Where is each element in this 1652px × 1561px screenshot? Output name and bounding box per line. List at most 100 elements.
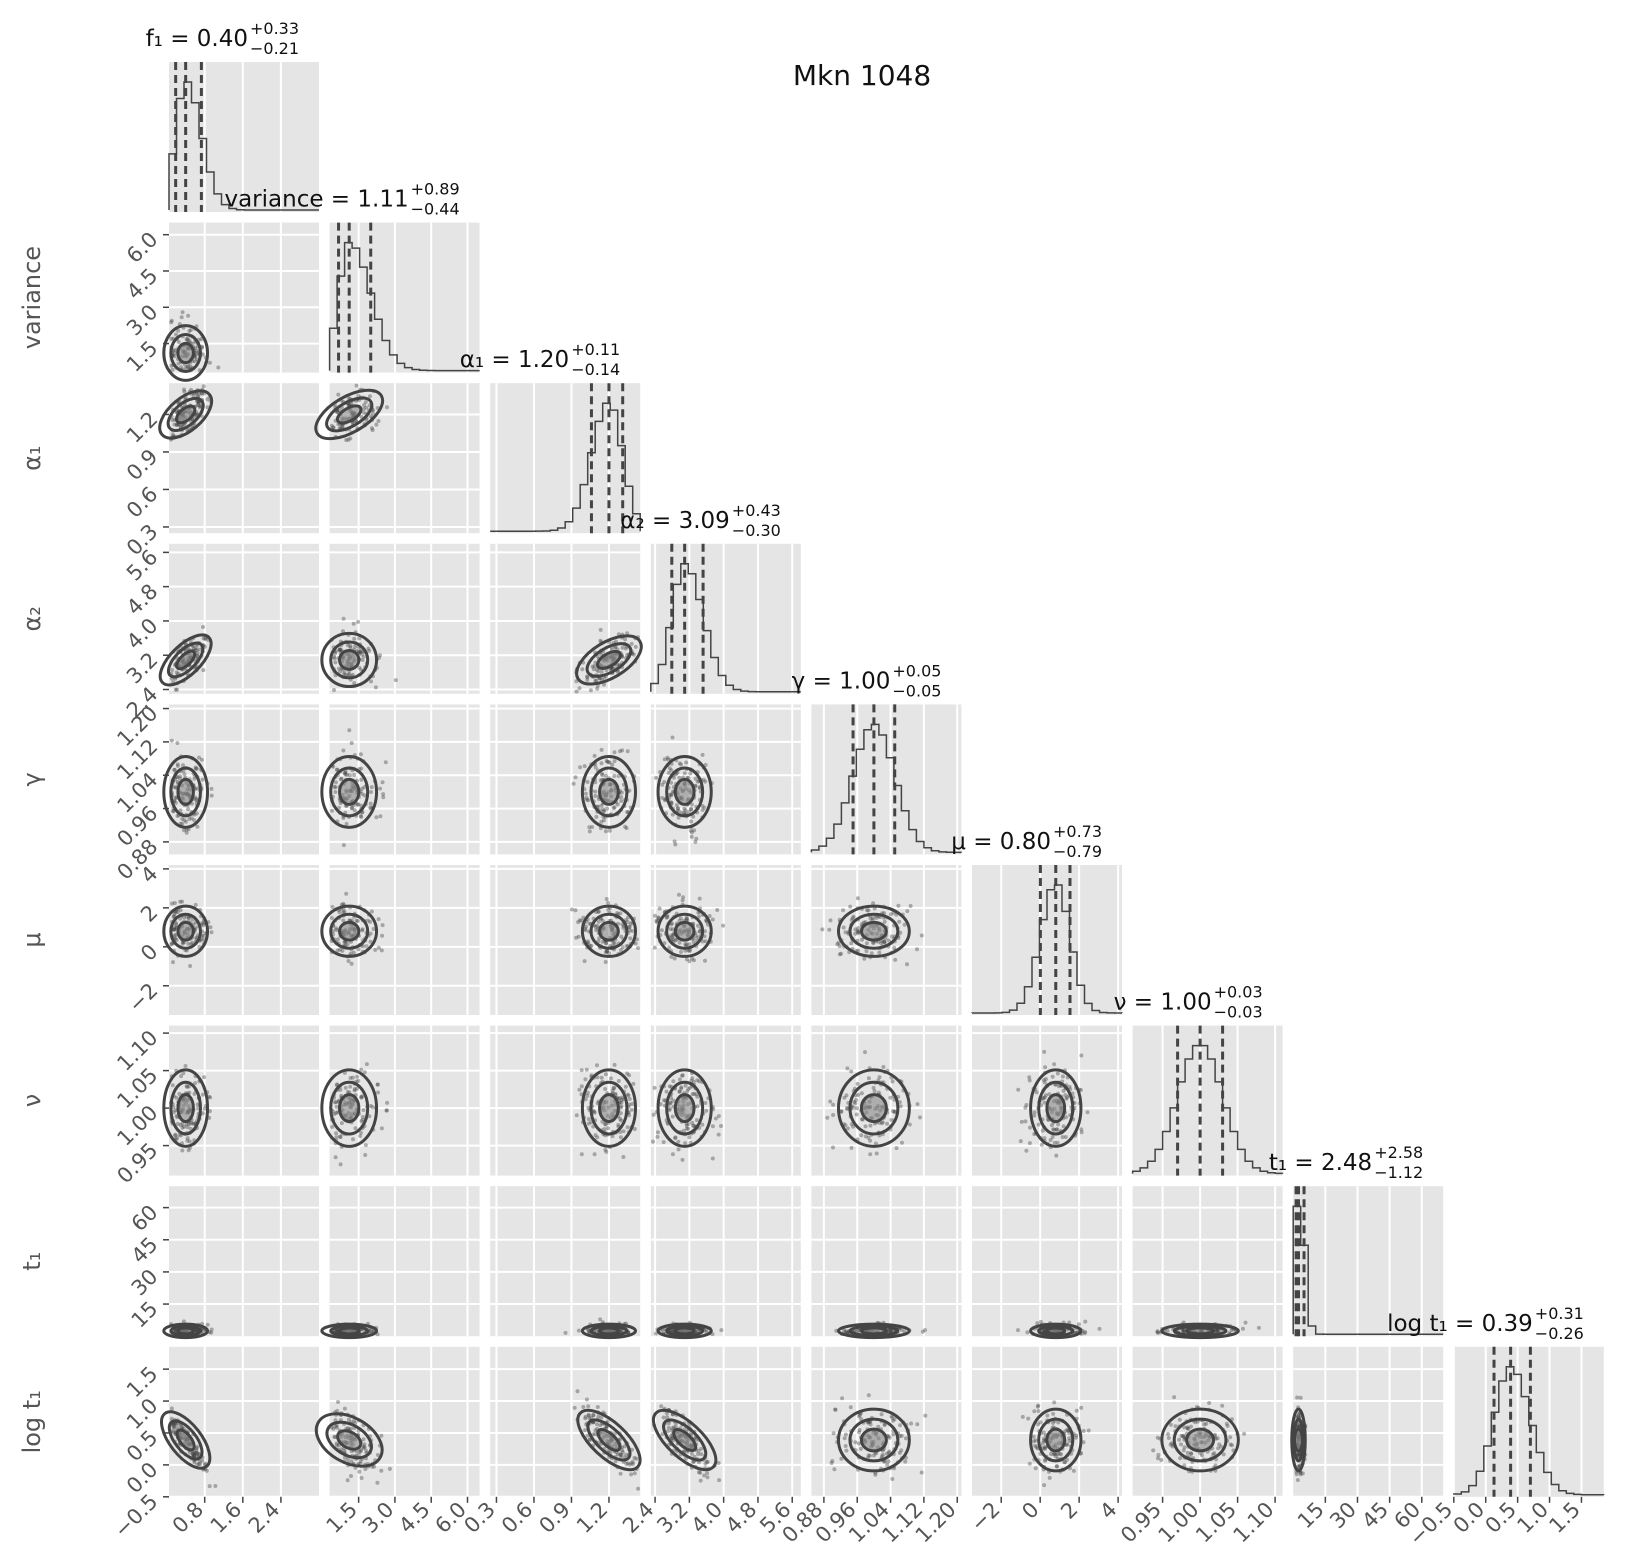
stat-title: μ = 0.80 <box>951 829 1051 855</box>
sample-point <box>579 918 584 923</box>
sample-point <box>369 785 374 790</box>
panel-background <box>650 704 801 855</box>
y-tick-label: 5.6 <box>122 545 163 586</box>
sample-point <box>1016 1087 1021 1092</box>
sample-point <box>172 924 177 929</box>
density-contour <box>314 388 385 441</box>
sample-point <box>191 393 196 398</box>
sample-point <box>677 1089 682 1094</box>
sample-point <box>196 403 201 407</box>
sample-point <box>364 944 369 949</box>
sample-point <box>180 941 185 946</box>
sample-point <box>359 652 364 657</box>
scatter-panel-8-3 <box>490 1186 641 1340</box>
sample-point <box>592 1109 597 1114</box>
sample-point <box>672 956 677 961</box>
sample-point <box>593 1432 597 1437</box>
sample-point <box>353 1126 358 1131</box>
sample-point <box>604 759 609 763</box>
sample-point <box>1039 1142 1044 1147</box>
sample-point <box>669 933 674 938</box>
scatter-panel-8-7 <box>1132 1186 1283 1340</box>
sample-point <box>625 920 630 924</box>
sample-point <box>379 1468 384 1473</box>
sample-point <box>194 648 199 653</box>
sample-point <box>330 425 335 430</box>
sample-point <box>172 354 177 359</box>
sample-point <box>169 738 174 743</box>
sample-point <box>607 760 612 765</box>
sample-point <box>174 1095 179 1100</box>
stat-title: ν = 1.00 <box>1114 990 1212 1016</box>
sample-point <box>370 411 375 416</box>
sample-point <box>603 829 608 834</box>
sample-point <box>856 1328 861 1333</box>
sample-point <box>695 779 700 784</box>
scatter-panel-7-6 <box>972 1025 1122 1176</box>
sample-point <box>333 785 338 790</box>
sample-point <box>368 801 373 806</box>
sample-point <box>1041 1430 1046 1435</box>
sample-point <box>858 1446 863 1451</box>
sample-point <box>571 781 576 786</box>
sample-point <box>209 793 214 798</box>
sample-point <box>623 1084 628 1089</box>
sample-point <box>673 1136 678 1141</box>
sample-point <box>379 1433 384 1438</box>
sample-point <box>849 1145 854 1150</box>
density-contour <box>166 396 205 432</box>
sample-point <box>592 1152 597 1157</box>
sample-point <box>339 776 344 781</box>
sample-point <box>1043 1444 1047 1449</box>
sample-point <box>361 1108 366 1112</box>
sample-point <box>579 1152 584 1157</box>
sample-point <box>334 1111 339 1115</box>
density-contour <box>329 766 370 818</box>
sample-point <box>694 836 699 841</box>
histogram-line <box>490 402 641 532</box>
panel-background <box>169 1186 319 1337</box>
sample-point <box>172 927 177 932</box>
sample-point <box>342 1406 347 1411</box>
sample-point <box>342 771 347 776</box>
panel-background <box>650 543 801 694</box>
sample-point <box>1243 1320 1248 1325</box>
sample-point <box>361 1115 365 1119</box>
sample-point <box>583 1428 587 1433</box>
scatter-panel-8-5 <box>811 1186 962 1340</box>
sample-point <box>209 930 214 935</box>
sample-point <box>385 405 389 410</box>
sample-point <box>590 825 595 829</box>
sample-point <box>680 898 685 903</box>
sample-point <box>616 774 621 778</box>
sample-point <box>596 909 601 914</box>
sample-point <box>612 759 617 764</box>
sample-point <box>871 1085 876 1090</box>
sample-point <box>632 1471 637 1476</box>
sample-point <box>604 949 609 954</box>
panel-background <box>169 543 319 694</box>
sample-point <box>376 1090 380 1095</box>
sample-point <box>693 840 698 844</box>
sample-point <box>866 1393 871 1398</box>
sample-point <box>586 1404 591 1409</box>
sample-point <box>680 1073 685 1078</box>
sample-point <box>592 664 597 669</box>
sample-point <box>1079 1127 1084 1132</box>
sample-point <box>583 926 588 931</box>
sample-point <box>886 1459 891 1464</box>
sample-point <box>595 686 600 691</box>
sample-point <box>690 1120 695 1125</box>
x-tick-label: 0.3 <box>459 1497 500 1538</box>
sample-point <box>352 644 357 649</box>
sample-point <box>175 910 180 915</box>
sample-point <box>703 1101 708 1105</box>
density-contour <box>169 912 202 950</box>
sample-point <box>172 422 177 427</box>
sample-point <box>359 414 364 419</box>
sample-point <box>205 397 210 402</box>
histogram-line <box>810 723 963 854</box>
sample-point <box>1032 1113 1037 1118</box>
